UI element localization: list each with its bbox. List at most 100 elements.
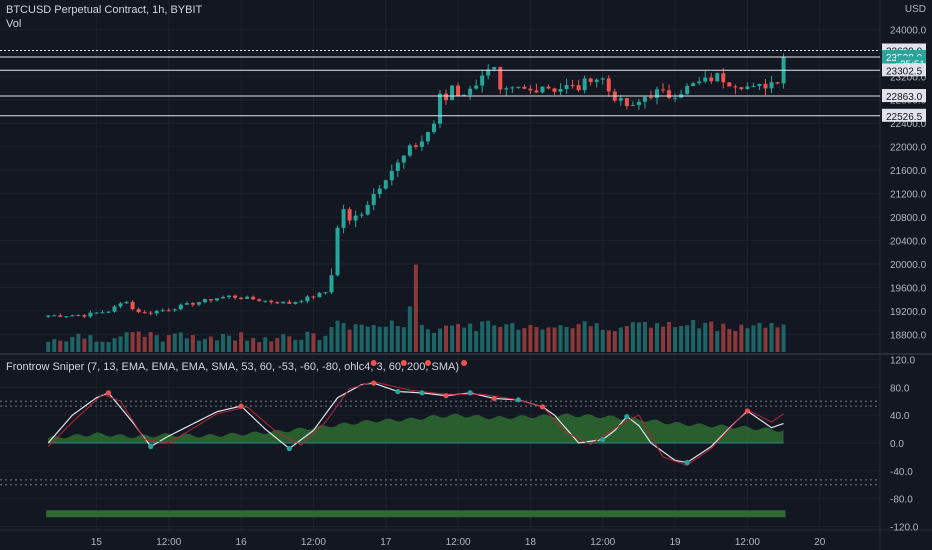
- candle-body: [438, 93, 442, 124]
- volume-bar: [94, 341, 99, 352]
- candle-body: [727, 82, 732, 87]
- candle-body: [630, 105, 635, 107]
- volume-bar: [763, 327, 768, 352]
- candle-body: [202, 299, 207, 303]
- volume-bar: [371, 325, 376, 352]
- volume-bar: [534, 327, 539, 352]
- top-signal-marker: [424, 359, 431, 366]
- candle-body: [703, 77, 708, 82]
- candle-body: [245, 296, 250, 299]
- volume-bar: [88, 335, 93, 352]
- price-tick-label: 24000.0: [890, 25, 927, 36]
- currency-label: USD: [904, 4, 926, 15]
- volume-bar: [112, 338, 117, 352]
- candle-body: [540, 86, 545, 93]
- volume-bar: [64, 341, 69, 352]
- volume-bar: [407, 306, 412, 352]
- candle-body: [546, 86, 551, 89]
- volume-bar: [679, 325, 684, 352]
- volume-bar: [618, 327, 623, 352]
- volume-bar: [570, 328, 575, 352]
- volume-bar: [781, 324, 786, 352]
- volume-bar: [624, 326, 629, 352]
- price-tick-label: 21600.0: [890, 166, 927, 177]
- candle-body: [636, 101, 641, 106]
- volume-bar: [154, 335, 159, 352]
- candle-body: [269, 300, 274, 303]
- time-tick-label: 12:00: [735, 537, 760, 548]
- candle-body: [745, 86, 750, 89]
- volume-bar: [673, 327, 678, 352]
- candle-body: [642, 97, 647, 102]
- volume-bar: [697, 328, 702, 352]
- volume-bar: [178, 332, 183, 352]
- volume-bar: [552, 327, 557, 352]
- candle-body: [311, 296, 316, 298]
- candle-body: [588, 78, 593, 83]
- symbol-title[interactable]: BTCUSD Perpetual Contract, 1h, BYBIT: [6, 4, 203, 16]
- volume-bar: [395, 326, 400, 352]
- candle-body: [715, 73, 720, 82]
- volume-bar: [438, 328, 442, 352]
- candle-body: [389, 170, 394, 181]
- volume-bar: [558, 325, 563, 352]
- volume-bar: [413, 264, 418, 352]
- price-tag-label: 22526.5: [886, 112, 923, 123]
- candle-body: [606, 78, 611, 92]
- candle-body: [347, 209, 352, 221]
- indicator-title[interactable]: Frontrow Sniper (7, 13, EMA, EMA, EMA, S…: [6, 361, 460, 373]
- candle-body: [160, 310, 165, 312]
- candle-body: [661, 89, 666, 91]
- candle-body: [82, 315, 87, 317]
- candle-body: [450, 85, 455, 101]
- candle-body: [112, 306, 117, 312]
- candle-body: [516, 86, 521, 88]
- candle-body: [353, 215, 358, 221]
- candle-body: [570, 85, 575, 87]
- candle-body: [214, 298, 219, 301]
- volume-bar: [287, 336, 292, 352]
- oscillator-tick-label: 80.0: [890, 383, 910, 394]
- signal-dot: [286, 445, 292, 452]
- signal-dot: [371, 380, 377, 386]
- candle-body: [359, 214, 364, 216]
- signal-dot: [105, 390, 112, 396]
- candle-body: [468, 88, 473, 95]
- candle-body: [178, 304, 183, 310]
- time-tick-label: 18: [525, 537, 537, 548]
- candle-body: [624, 98, 629, 107]
- candle-body: [227, 295, 232, 297]
- volume-bar: [582, 321, 587, 352]
- volume-bar: [293, 339, 298, 352]
- oscillator-series-line: [47, 381, 784, 466]
- volume-bar: [311, 333, 316, 352]
- volume-bar: [654, 323, 659, 352]
- volume-bar: [46, 341, 51, 352]
- volume-bar: [160, 341, 165, 352]
- candle-body: [365, 204, 370, 215]
- signal-dot: [395, 388, 401, 395]
- volume-bar: [100, 341, 105, 352]
- volume-bar: [636, 322, 641, 352]
- volume-bar: [661, 326, 666, 352]
- candle-body: [154, 311, 159, 314]
- candle-body: [317, 292, 322, 298]
- time-tick-label: 12:00: [590, 537, 615, 548]
- candle-body: [618, 98, 623, 101]
- candle-body: [94, 312, 99, 314]
- candle-body: [582, 78, 587, 91]
- candle-body: [407, 145, 412, 156]
- volume-bar: [347, 329, 352, 352]
- price-tick-label: 19200.0: [890, 307, 927, 318]
- oscillator-tick-label: 120.0: [890, 355, 915, 366]
- oscillator-histogram: [48, 413, 784, 443]
- volume-bar: [124, 332, 129, 352]
- volume-bar: [630, 322, 635, 352]
- volume-label[interactable]: Vol: [6, 18, 22, 30]
- volume-bar: [450, 325, 455, 352]
- candle-body: [510, 87, 515, 89]
- volume-bar: [389, 320, 394, 352]
- volume-bar: [528, 325, 533, 352]
- candle-body: [751, 86, 756, 88]
